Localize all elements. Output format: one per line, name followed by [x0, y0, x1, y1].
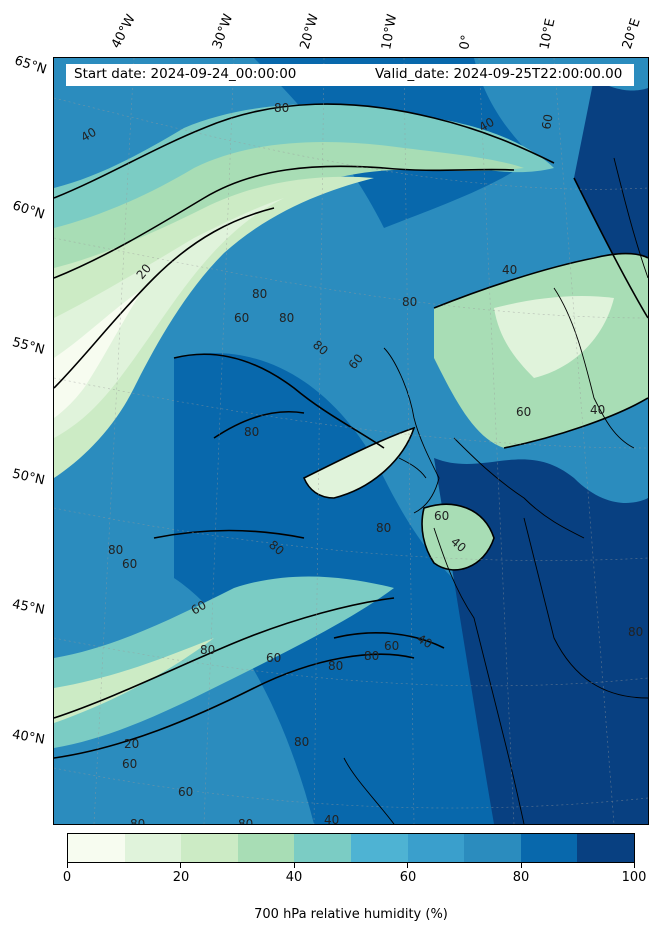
contour-label-40: 40	[502, 263, 517, 277]
contour-label-80: 80	[402, 295, 417, 309]
contour-label-40: 40	[324, 813, 339, 824]
dry-band-peak	[54, 288, 144, 418]
contour-label-60: 60	[122, 557, 137, 571]
colorbar-label-20: 20	[172, 870, 190, 885]
contour-label-80: 80	[130, 817, 145, 824]
lat-label-65n: 65°N	[12, 53, 49, 78]
dry-band-inner	[54, 176, 374, 478]
colorbar-swatch	[520, 834, 578, 862]
humidity-map: 20 20 40 40 40 40 40 40 40 60 60 60 60 6…	[54, 58, 648, 824]
contour-label-80: 80	[294, 735, 309, 749]
valid-date-label: Valid_date: 2024-09-25T22:00:00.00	[375, 66, 623, 82]
contour-label-40: 40	[477, 115, 497, 135]
contour-label-80: 80	[238, 817, 253, 824]
lat-label-50n: 50°N	[10, 466, 47, 489]
colorbar-tick	[407, 863, 408, 868]
lon-label-30w: 30°W	[209, 12, 237, 51]
contour-label-60: 60	[516, 405, 531, 419]
contour-label-80: 80	[628, 625, 643, 639]
contour-label-40: 40	[415, 631, 435, 651]
lon-label-10e: 10°E	[537, 17, 559, 52]
colorbar-swatch	[181, 834, 238, 862]
graticule	[54, 58, 648, 824]
lon-label-20e: 20°E	[619, 16, 644, 51]
contour-label-60: 60	[266, 651, 281, 665]
dry-band-core	[54, 198, 284, 438]
dry-streak-central	[304, 428, 414, 498]
colorbar-tick	[180, 863, 181, 868]
contour-label-80: 80	[200, 643, 215, 657]
contour-label-80: 80	[328, 659, 343, 673]
lon-label-20w: 20°W	[297, 12, 322, 52]
colorbar	[67, 833, 635, 863]
colorbar-label-80: 80	[512, 870, 530, 885]
contour-label-80: 80	[364, 649, 379, 663]
contour-label-80: 80	[274, 101, 289, 115]
contour-label-80: 80	[252, 287, 267, 301]
contour-label-80: 80	[108, 543, 123, 557]
contour-label-60: 60	[434, 509, 449, 523]
lat-label-45n: 45°N	[10, 597, 46, 618]
colorbar-swatch	[577, 834, 634, 862]
colorbar-label-100: 100	[621, 870, 647, 885]
colorbar-swatch	[407, 834, 465, 862]
colorbar-tick	[634, 863, 635, 868]
lon-label-40w: 40°W	[108, 12, 139, 51]
colorbar-label-0: 0	[62, 870, 72, 885]
lat-label-60n: 60°N	[10, 198, 47, 223]
colorbar-swatch	[464, 834, 521, 862]
contour-label-60: 60	[189, 598, 209, 618]
contour-label-80: 80	[376, 521, 391, 535]
contour-lines	[54, 103, 648, 759]
contour-label-group: 20 20 40 40 40 40 40 40 40 60 60 60 60 6…	[79, 101, 644, 824]
lat-label-40n: 40°N	[10, 727, 46, 748]
colorbar-swatch	[237, 834, 295, 862]
contour-label-40: 40	[590, 403, 605, 417]
contour-label-60: 60	[384, 639, 399, 653]
colorbar-title: 700 hPa relative humidity (%)	[254, 907, 448, 922]
contour-label-60: 60	[178, 785, 193, 799]
contour-label-80: 80	[244, 425, 259, 439]
colorbar-tick	[521, 863, 522, 868]
header-bar	[66, 64, 634, 86]
lat-label-55n: 55°N	[10, 335, 47, 358]
colorbar-tick	[294, 863, 295, 868]
contour-label-60: 60	[122, 757, 137, 771]
colorbar-swatch	[294, 834, 351, 862]
contour-label-40: 40	[79, 125, 99, 145]
colorbar-tick	[67, 863, 68, 868]
dry-patch-biscay	[422, 504, 494, 570]
colorbar-swatch	[124, 834, 182, 862]
contour-label-60: 60	[234, 311, 249, 325]
contour-label-60: 60	[539, 113, 555, 130]
colorbar-swatch	[350, 834, 408, 862]
coastlines	[343, 157, 648, 824]
start-date-label: Start date: 2024-09-24_00:00:00	[74, 66, 297, 82]
map-panel: 20 20 40 40 40 40 40 40 40 60 60 60 60 6…	[53, 57, 649, 825]
dry-band-mid	[54, 142, 524, 469]
colorbar-swatch	[68, 834, 125, 862]
lon-label-10w: 10°W	[379, 13, 401, 52]
lon-label-0: 0°	[457, 33, 475, 51]
dry-band-south	[54, 576, 394, 748]
colorbar-label-40: 40	[285, 870, 303, 885]
contour-label-20: 20	[124, 737, 139, 751]
contour-label-80: 80	[279, 311, 294, 325]
colorbar-label-60: 60	[399, 870, 417, 885]
